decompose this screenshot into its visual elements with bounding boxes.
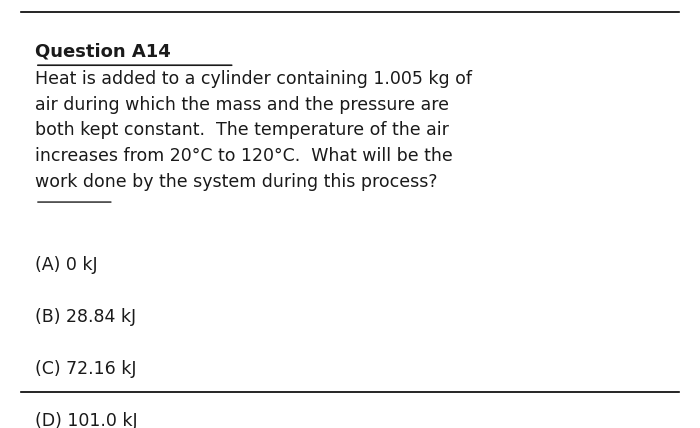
Text: (D) 101.0 kJ: (D) 101.0 kJ (35, 412, 138, 428)
Text: (A) 0 kJ: (A) 0 kJ (35, 256, 97, 274)
Text: Question A14: Question A14 (35, 42, 171, 60)
Text: (B) 28.84 kJ: (B) 28.84 kJ (35, 308, 136, 326)
Text: Heat is added to a cylinder containing 1.005 kg of
air during which the mass and: Heat is added to a cylinder containing 1… (35, 70, 472, 191)
Text: (C) 72.16 kJ: (C) 72.16 kJ (35, 360, 136, 378)
